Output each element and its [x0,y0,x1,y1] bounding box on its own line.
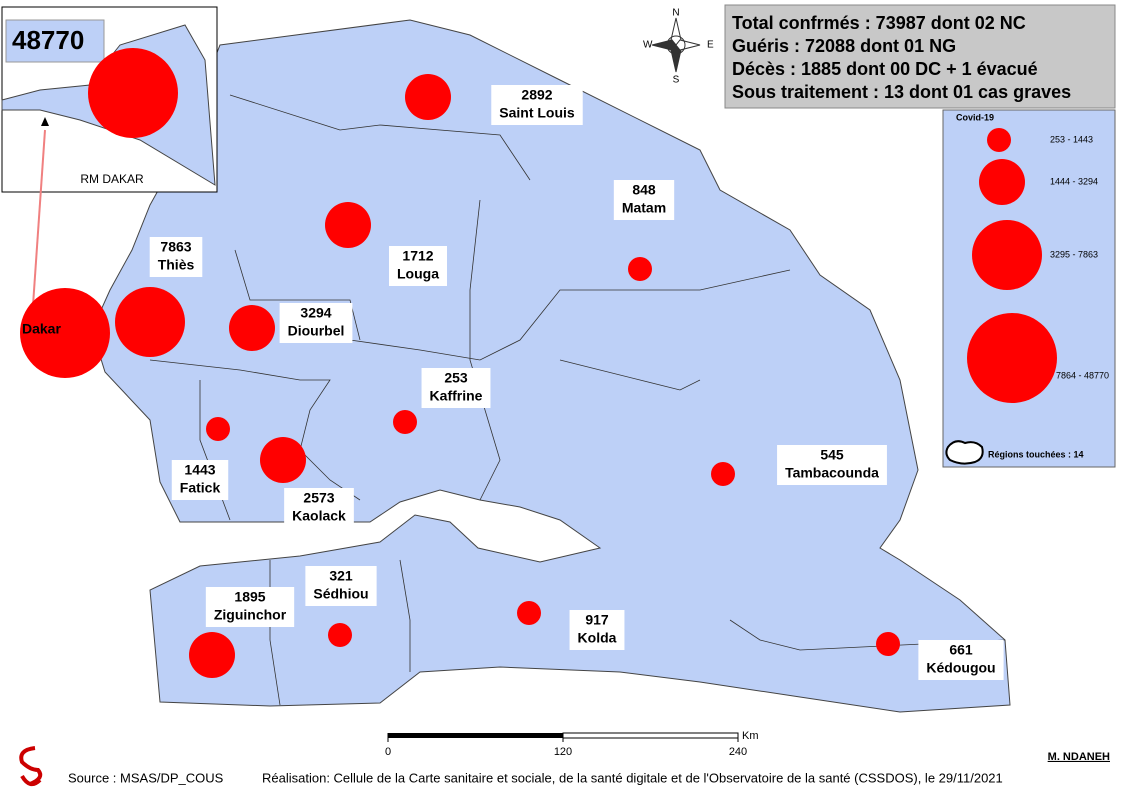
legend-symbol [987,128,1011,152]
scale-segment [388,733,563,738]
region-name: Kaffrine [430,388,483,404]
label-box [284,488,354,528]
region-borders [149,94,1006,706]
region-name: Diourbel [288,323,345,339]
region-cases: 3294 [300,305,331,321]
region-cases: 321 [329,568,353,584]
scale-segment [562,732,739,739]
label-box [777,445,887,485]
summary-box [724,4,1116,109]
summary-line: Sous traitement : 13 dont 01 cas graves [732,82,1071,102]
region-cases: 7863 [160,239,191,255]
legend-symbol [979,159,1025,205]
region-name: Kaolack [292,508,346,524]
legend-label: 253 - 1443 [1050,134,1093,144]
region-name: Thiès [158,257,195,273]
label-box [918,640,1004,680]
region-cases: 253 [444,370,468,386]
summary-line: Guéris : 72088 dont 01 NG [732,36,956,56]
case-bubble [628,257,652,281]
legend-region-icon [945,440,984,465]
summary: Total confrmés : 73987 dont 02 NC Guéris … [732,13,1071,102]
compass-e: E [707,40,714,51]
region-cases: 661 [949,642,973,658]
region-name: Sédhiou [313,586,368,602]
legend-symbol [967,313,1057,403]
country-shape [91,19,1011,713]
case-bubble [328,623,352,647]
inset-bubble [88,48,178,138]
compass-w: W [643,40,653,51]
region-name: Kolda [578,630,617,646]
inset-arrow [41,117,49,126]
legend-label: 1444 - 3294 [1050,176,1098,186]
case-bubble [711,462,735,486]
logo [19,746,43,787]
region-name: Tambacounda [785,465,879,481]
region-cases: 1712 [402,248,433,264]
case-bubble [20,288,110,378]
region-cases: 1443 [184,462,215,478]
regions-layer: Dakar 2892 Saint Louis 1712 Louga 7863 Thiès 32… [20,48,1004,680]
case-bubble [393,410,417,434]
scale-bar: 0 120 240 Km [385,730,759,758]
label-box [149,237,203,277]
case-bubble [260,437,306,483]
region-name: Fatick [180,480,221,496]
summary-line: Total confrmés : 73987 dont 02 NC [732,13,1026,33]
author: M. NDANEH [1048,751,1110,763]
case-bubble [206,417,230,441]
label-box [491,85,583,125]
region-name: Louga [397,266,439,282]
case-bubble [189,632,235,678]
scale-label: 240 [729,746,747,758]
region-cases: 2892 [521,87,552,103]
region-name: Saint Louis [499,105,575,121]
inset-label: RM DAKAR [80,172,144,186]
region-name: Ziguinchor [214,607,287,623]
label-box [171,460,229,500]
inset-value: 48770 [12,25,84,55]
case-bubble [325,202,371,248]
legend-symbol [972,220,1042,290]
case-bubble [115,287,185,357]
credit: Réalisation: Cellule de la Carte sanitai… [262,770,1003,785]
region-name: Matam [622,200,666,216]
region-cases: 848 [632,182,656,198]
inset-value-box [5,19,105,63]
region-cases: 545 [820,447,844,463]
inset-pointer [31,129,46,321]
case-bubble [876,632,900,656]
compass [651,17,701,73]
region-cases: 1895 [234,589,265,605]
label-box [279,303,353,343]
case-bubble [517,601,541,625]
label-box [569,610,625,650]
label-box [421,368,491,408]
legend-box [942,109,1116,468]
label-box [305,566,377,606]
case-bubble [405,74,451,120]
label-box [389,246,447,286]
legend-label: 7864 - 48770 [1056,370,1109,380]
case-bubble [229,305,275,351]
region-name: Dakar [22,321,61,337]
label-box [205,587,295,627]
label-box [613,180,675,220]
region-cases: 2573 [303,490,334,506]
legend-label: 3295 - 7863 [1050,249,1098,259]
scale-label: 120 [554,746,572,758]
region-name: Kédougou [926,660,995,676]
compass-s: S [673,75,680,86]
region-cases: 917 [585,612,609,628]
scale-label: 0 [385,746,391,758]
compass-n: N [672,8,679,19]
summary-line: Décès : 1885 dont 00 DC + 1 évacué [732,59,1038,79]
legend-touched: Régions touchées : 14 [988,449,1084,459]
scale-unit: Km [742,730,759,742]
source: Source : MSAS/DP_COUS [68,770,224,785]
legend-title: Covid-19 [956,112,994,122]
